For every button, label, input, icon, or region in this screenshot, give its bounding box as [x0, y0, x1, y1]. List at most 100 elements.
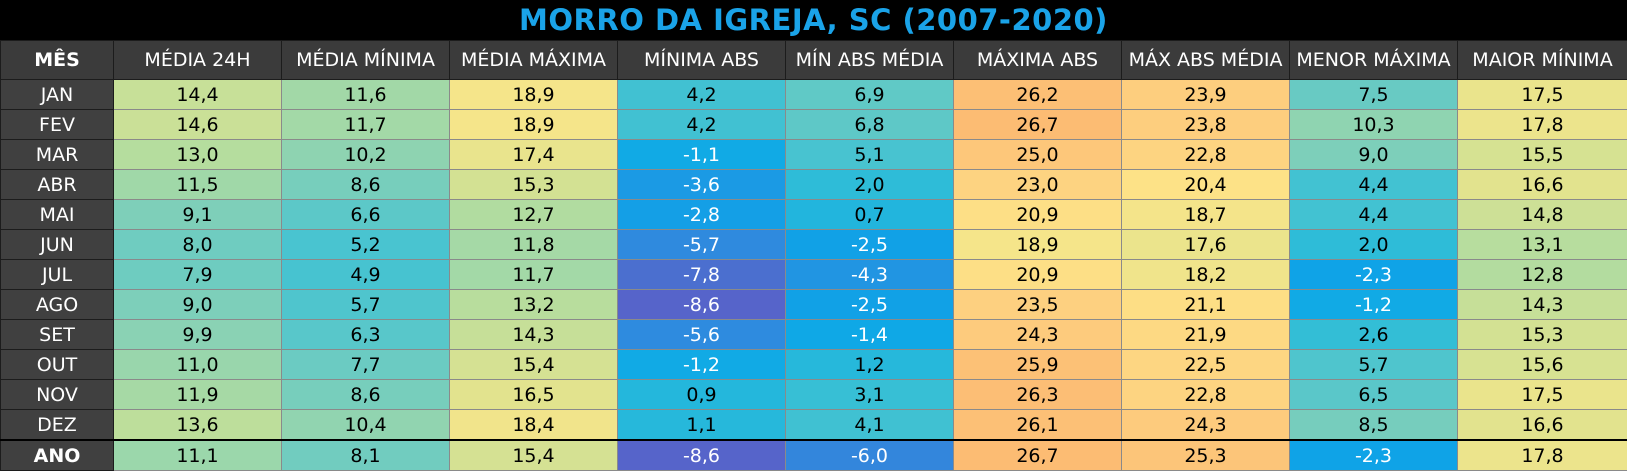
value-cell: 1,2	[785, 349, 954, 380]
value-cell: 2,6	[1289, 319, 1458, 350]
table-row: DEZ 13,6 10,4 18,4 1,1 4,1 26,1 24,3 8,5 16,6	[0, 409, 1627, 441]
month-cell: JUL	[0, 259, 114, 290]
table-row: SET 9,9 6,3 14,3 -5,6 -1,4 24,3 21,9 2,6 15,3	[0, 319, 1627, 350]
table-row: AGO 9,0 5,7 13,2 -8,6 -2,5 23,5 21,1 -1,2 14,3	[0, 289, 1627, 320]
value-cell: 22,5	[1121, 349, 1290, 380]
table-row: ABR 11,5 8,6 15,3 -3,6 2,0 23,0 20,4 4,4 16,6	[0, 169, 1627, 200]
value-cell: 13,0	[113, 139, 282, 170]
value-cell: -1,1	[617, 139, 786, 170]
value-cell: 21,1	[1121, 289, 1290, 320]
value-cell: 15,3	[449, 169, 618, 200]
value-cell: 17,6	[1121, 229, 1290, 260]
value-cell: 5,7	[281, 289, 450, 320]
table-body: JAN 14,4 11,6 18,9 4,2 6,9 26,2 23,9 7,5 17,5 FEV 1…	[0, 79, 1627, 471]
value-cell: 10,3	[1289, 109, 1458, 140]
month-cell: NOV	[0, 379, 114, 410]
value-cell: 9,0	[113, 289, 282, 320]
value-cell: 17,5	[1457, 79, 1627, 110]
value-cell: -1,4	[785, 319, 954, 350]
month-cell: JAN	[0, 79, 114, 110]
month-cell: ANO	[0, 439, 114, 471]
value-cell: 8,1	[281, 439, 450, 471]
value-cell: -1,2	[1289, 289, 1458, 320]
value-cell: 15,3	[1457, 319, 1627, 350]
value-cell: 26,2	[953, 79, 1122, 110]
value-cell: -1,2	[617, 349, 786, 380]
value-cell: -5,6	[617, 319, 786, 350]
header-row: MÊS MÉDIA 24H MÉDIA MÍNIMA MÉDIA MÁXIMA …	[0, 40, 1627, 80]
value-cell: 26,7	[953, 109, 1122, 140]
value-cell: 14,4	[113, 79, 282, 110]
value-cell: 16,5	[449, 379, 618, 410]
value-cell: 7,9	[113, 259, 282, 290]
value-cell: 24,3	[1121, 409, 1290, 441]
value-cell: 4,1	[785, 409, 954, 441]
column-header: MÁX ABS MÉDIA	[1121, 40, 1290, 80]
value-cell: 8,6	[281, 379, 450, 410]
table-row: MAI 9,1 6,6 12,7 -2,8 0,7 20,9 18,7 4,4 14,8	[0, 199, 1627, 230]
value-cell: 25,3	[1121, 439, 1290, 471]
chart-title: MORRO DA IGREJA, SC (2007-2020)	[519, 3, 1108, 37]
value-cell: 8,0	[113, 229, 282, 260]
month-cell: DEZ	[0, 409, 114, 441]
value-cell: 6,8	[785, 109, 954, 140]
value-cell: 20,9	[953, 259, 1122, 290]
climate-table: MÊS MÉDIA 24H MÉDIA MÍNIMA MÉDIA MÁXIMA …	[0, 40, 1627, 471]
value-cell: 4,4	[1289, 169, 1458, 200]
value-cell: 11,6	[281, 79, 450, 110]
table-row: FEV 14,6 11,7 18,9 4,2 6,8 26,7 23,8 10,3 17,8	[0, 109, 1627, 140]
value-cell: -2,5	[785, 229, 954, 260]
value-cell: 6,9	[785, 79, 954, 110]
value-cell: 25,0	[953, 139, 1122, 170]
value-cell: 0,7	[785, 199, 954, 230]
value-cell: 11,1	[113, 439, 282, 471]
value-cell: 9,1	[113, 199, 282, 230]
value-cell: 18,9	[449, 109, 618, 140]
column-header: MAIOR MÍNIMA	[1457, 40, 1627, 80]
value-cell: 18,9	[953, 229, 1122, 260]
column-header: MENOR MÁXIMA	[1289, 40, 1458, 80]
month-cell: SET	[0, 319, 114, 350]
column-header: MÉDIA 24H	[113, 40, 282, 80]
value-cell: 7,5	[1289, 79, 1458, 110]
value-cell: 4,2	[617, 109, 786, 140]
value-cell: 5,2	[281, 229, 450, 260]
value-cell: 17,4	[449, 139, 618, 170]
value-cell: 11,0	[113, 349, 282, 380]
value-cell: 11,7	[281, 109, 450, 140]
value-cell: 23,8	[1121, 109, 1290, 140]
value-cell: -8,6	[617, 439, 786, 471]
value-cell: 22,8	[1121, 379, 1290, 410]
table-row: OUT 11,0 7,7 15,4 -1,2 1,2 25,9 22,5 5,7 15,6	[0, 349, 1627, 380]
value-cell: 6,6	[281, 199, 450, 230]
value-cell: 18,7	[1121, 199, 1290, 230]
value-cell: 12,8	[1457, 259, 1627, 290]
value-cell: 15,5	[1457, 139, 1627, 170]
value-cell: 15,4	[449, 439, 618, 471]
value-cell: 11,9	[113, 379, 282, 410]
value-cell: 14,6	[113, 109, 282, 140]
column-header: MÉDIA MÍNIMA	[281, 40, 450, 80]
value-cell: 2,0	[1289, 229, 1458, 260]
value-cell: 6,5	[1289, 379, 1458, 410]
value-cell: -6,0	[785, 439, 954, 471]
value-cell: 12,7	[449, 199, 618, 230]
value-cell: 5,7	[1289, 349, 1458, 380]
column-header: MÍNIMA ABS	[617, 40, 786, 80]
value-cell: 24,3	[953, 319, 1122, 350]
value-cell: 16,6	[1457, 169, 1627, 200]
value-cell: 23,9	[1121, 79, 1290, 110]
value-cell: 3,1	[785, 379, 954, 410]
column-header: MÉDIA MÁXIMA	[449, 40, 618, 80]
value-cell: 17,5	[1457, 379, 1627, 410]
value-cell: 17,8	[1457, 109, 1627, 140]
value-cell: -4,3	[785, 259, 954, 290]
table-row: JUL 7,9 4,9 11,7 -7,8 -4,3 20,9 18,2 -2,3 12,8	[0, 259, 1627, 290]
value-cell: 13,1	[1457, 229, 1627, 260]
value-cell: -3,6	[617, 169, 786, 200]
value-cell: 8,6	[281, 169, 450, 200]
column-header-month: MÊS	[0, 40, 114, 80]
value-cell: 4,9	[281, 259, 450, 290]
value-cell: 4,2	[617, 79, 786, 110]
value-cell: 21,9	[1121, 319, 1290, 350]
